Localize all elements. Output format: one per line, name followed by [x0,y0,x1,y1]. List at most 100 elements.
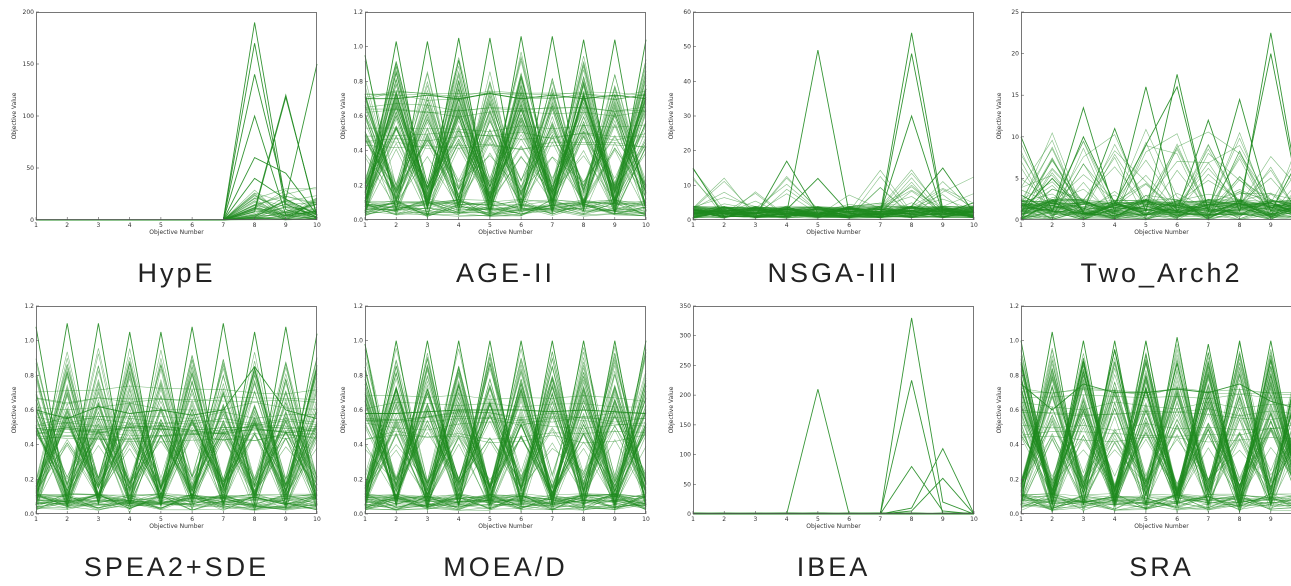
plot-frame [694,13,974,220]
y-tick-label: 50 [26,165,34,172]
series-lines [36,323,317,513]
x-tick-label: 2 [1050,222,1054,229]
algorithm-caption: HypE [36,258,317,289]
x-tick-label: 4 [1113,516,1117,523]
x-tick-label: 6 [519,222,523,229]
y-tick-label: 0.2 [1009,476,1019,483]
x-axis-label: Objective Number [149,523,204,530]
x-tick-label: 10 [970,222,978,229]
x-tick-label: 5 [1144,222,1148,229]
x-tick-label: 9 [1269,222,1273,229]
x-tick-label: 2 [394,222,398,229]
y-tick-label: 100 [680,452,692,459]
x-tick-label: 10 [313,222,321,229]
x-tick-label: 9 [941,516,945,523]
x-tick-label: 10 [313,516,321,523]
y-axis-label: Objective Value [996,386,1003,433]
x-axis-label: Objective Number [806,523,861,530]
y-tick-label: 300 [680,333,692,340]
series-line-4 [36,95,317,220]
y-tick-label: 0.0 [1009,511,1019,518]
algorithm-caption: MOEA/D [365,552,646,583]
x-axis-label: Objective Number [478,523,533,530]
x-tick-label: 7 [221,222,225,229]
x-tick-label: 3 [97,516,101,523]
x-tick-label: 8 [582,516,586,523]
x-tick-label: 2 [65,222,69,229]
x-tick-label: 6 [1175,222,1179,229]
x-tick-label: 6 [190,222,194,229]
x-tick-label: 8 [253,222,257,229]
y-tick-label: 0.2 [353,182,363,189]
y-tick-label: 0.2 [24,476,34,483]
y-tick-label: 200 [23,9,35,16]
x-tick-label: 10 [642,222,650,229]
x-tick-label: 7 [221,516,225,523]
y-tick-label: 150 [680,422,692,429]
series-line-1 [693,33,974,217]
x-tick-label: 3 [754,222,758,229]
x-tick-label: 9 [613,516,617,523]
x-axis-label: Objective Number [149,229,204,236]
y-axis-label: Objective Value [668,92,675,139]
y-tick-label: 0.4 [353,148,363,155]
algorithm-caption: SRA [1021,552,1291,583]
x-tick-label: 4 [1113,222,1117,229]
x-tick-label: 9 [1269,516,1273,523]
x-tick-label: 4 [457,222,461,229]
x-tick-label: 3 [97,222,101,229]
x-tick-label: 8 [910,516,914,523]
y-tick-label: 50 [683,44,691,51]
x-tick-label: 9 [941,222,945,229]
x-tick-label: 1 [34,516,38,523]
series-lines [693,33,974,219]
algorithm-caption: NSGA-III [693,258,974,289]
x-tick-label: 2 [722,222,726,229]
y-axis-label: Objective Value [11,386,18,433]
x-axis-label: Objective Number [1134,523,1189,530]
series-lines [1021,33,1291,220]
x-tick-label: 4 [128,222,132,229]
x-tick-label: 6 [847,222,851,229]
x-tick-label: 4 [785,516,789,523]
series-line-2 [693,380,974,514]
y-tick-label: 15 [1011,92,1019,99]
x-tick-label: 3 [754,516,758,523]
x-tick-label: 2 [1050,516,1054,523]
x-tick-label: 3 [1082,516,1086,523]
x-tick-label: 4 [785,222,789,229]
y-tick-label: 0.8 [1009,372,1019,379]
plot-frame [37,13,317,220]
y-tick-label: 1.0 [353,338,363,345]
y-tick-label: 100 [23,113,35,120]
series-line-4 [693,449,974,514]
y-tick-label: 1.0 [353,44,363,51]
x-tick-label: 6 [190,516,194,523]
x-tick-label: 6 [1175,516,1179,523]
x-tick-label: 1 [691,516,695,523]
series-lines [365,36,646,219]
x-tick-label: 2 [722,516,726,523]
y-tick-label: 1.2 [1009,303,1019,310]
x-axis-label: Objective Number [478,229,533,236]
series-line-0 [36,22,317,220]
y-tick-label: 0.6 [24,407,34,414]
x-tick-label: 4 [128,516,132,523]
x-tick-label: 5 [816,516,820,523]
y-tick-label: 0.0 [24,511,34,518]
x-tick-label: 2 [65,516,69,523]
y-tick-label: 0 [1015,217,1019,224]
y-tick-label: 0.2 [353,476,363,483]
x-tick-label: 7 [1206,222,1210,229]
y-tick-label: 30 [683,113,691,120]
y-tick-label: 40 [683,78,691,85]
x-tick-label: 3 [426,222,430,229]
y-tick-label: 20 [1011,51,1019,58]
